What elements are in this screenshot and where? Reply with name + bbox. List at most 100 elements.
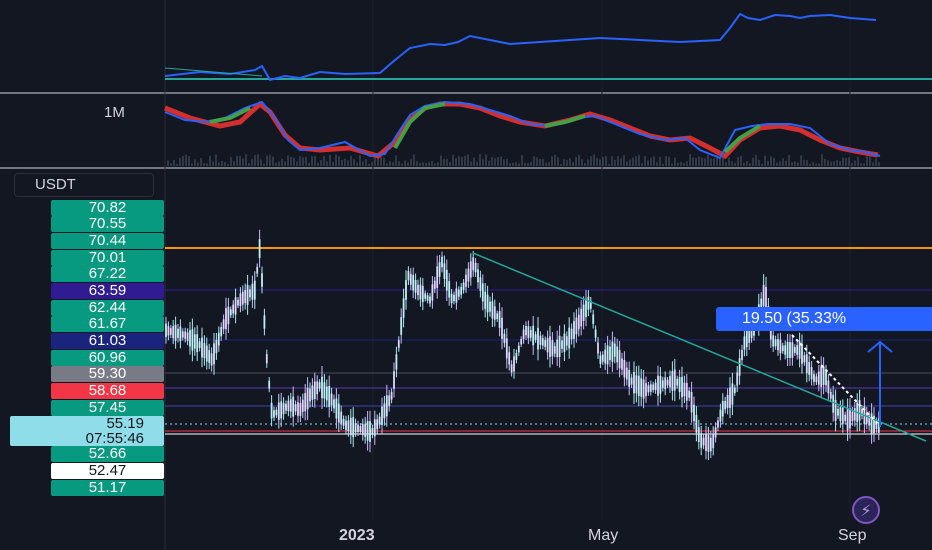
candle-body bbox=[685, 382, 688, 401]
candle-body bbox=[321, 376, 323, 399]
candle-body bbox=[743, 336, 746, 350]
oscillator-green-segments bbox=[393, 102, 446, 149]
candle-body bbox=[630, 377, 633, 385]
candle-body bbox=[693, 404, 695, 422]
candle-body bbox=[654, 382, 657, 391]
candle-body bbox=[645, 383, 647, 397]
candle-body bbox=[705, 434, 707, 451]
candle-body bbox=[213, 343, 215, 365]
oscillator-main-line bbox=[164, 100, 881, 160]
candle-body bbox=[217, 332, 220, 346]
candle-body bbox=[798, 341, 801, 359]
candle-body bbox=[777, 339, 779, 351]
candle-body bbox=[613, 343, 616, 357]
currency-scale-button[interactable]: USDT bbox=[14, 173, 154, 197]
candle-body bbox=[388, 395, 391, 407]
candle-body bbox=[414, 279, 417, 293]
candle-body bbox=[700, 433, 703, 448]
candle-body bbox=[340, 411, 343, 424]
candle-body bbox=[681, 376, 683, 398]
oscillator-green-segments bbox=[209, 106, 251, 124]
candle-body bbox=[496, 313, 499, 320]
candle-body bbox=[594, 329, 597, 338]
candle-body bbox=[813, 374, 815, 382]
candle-body bbox=[469, 261, 472, 278]
candle-body bbox=[450, 293, 453, 304]
candle-body bbox=[652, 384, 655, 390]
trendline-descending[interactable] bbox=[472, 252, 927, 442]
price-axis-tag: 70.55 bbox=[51, 216, 164, 232]
candle-body bbox=[724, 400, 727, 410]
candle-body bbox=[316, 381, 319, 395]
candle-body bbox=[311, 385, 314, 400]
candle-body bbox=[328, 386, 331, 407]
candle-body bbox=[841, 407, 844, 425]
candle-body bbox=[829, 391, 832, 399]
candle-body bbox=[277, 402, 280, 420]
candle-body bbox=[491, 301, 494, 319]
indicator-interval-label: 1M bbox=[104, 104, 125, 121]
candle-body bbox=[383, 403, 386, 419]
candle-body bbox=[325, 386, 328, 401]
candle-body bbox=[402, 298, 405, 318]
candle-body bbox=[779, 339, 782, 354]
candle-body bbox=[750, 328, 753, 339]
candle-body bbox=[304, 393, 307, 412]
candle-body bbox=[570, 328, 573, 340]
candle-body bbox=[457, 289, 460, 297]
candle-body bbox=[345, 420, 347, 430]
candle-body bbox=[875, 421, 878, 429]
candle-body bbox=[306, 387, 309, 410]
candle-body bbox=[565, 336, 568, 346]
oscillator-signal-line bbox=[164, 100, 879, 160]
candle-body bbox=[827, 380, 830, 394]
candle-body bbox=[436, 266, 439, 288]
candle-body bbox=[673, 369, 676, 391]
candle-body bbox=[184, 331, 187, 339]
candle-body bbox=[273, 410, 275, 418]
measure-arrow[interactable] bbox=[867, 340, 893, 427]
candle-body bbox=[167, 326, 170, 336]
candle-body bbox=[385, 395, 388, 417]
candle-body bbox=[877, 418, 880, 433]
candle-body bbox=[666, 379, 669, 386]
candle-body bbox=[419, 284, 422, 300]
price-axis-tag: 52.47 bbox=[51, 463, 164, 479]
candle-body bbox=[285, 403, 287, 411]
lightning-icon[interactable]: ⚡ bbox=[852, 496, 880, 524]
candle-body bbox=[851, 411, 854, 422]
candle-body bbox=[484, 291, 487, 309]
candle-body bbox=[268, 380, 271, 389]
candle-body bbox=[568, 327, 571, 349]
candle-body bbox=[397, 340, 400, 348]
candle-body bbox=[165, 323, 167, 337]
candle-body bbox=[352, 417, 355, 438]
candle-body bbox=[174, 324, 177, 341]
candle-body bbox=[774, 339, 777, 347]
candle-body bbox=[556, 339, 559, 358]
price-axis-tag: 63.59 bbox=[51, 283, 164, 299]
candle-body bbox=[623, 360, 626, 378]
candle-body bbox=[393, 371, 395, 389]
candle-body bbox=[455, 288, 458, 303]
candle-body bbox=[357, 424, 359, 433]
candle-body bbox=[330, 393, 333, 406]
candle-body bbox=[772, 335, 775, 347]
candle-body bbox=[781, 345, 784, 352]
candle-body bbox=[208, 350, 211, 363]
candle-body bbox=[361, 424, 364, 436]
candle-body bbox=[460, 286, 463, 295]
candle-body bbox=[265, 354, 268, 364]
candle-body bbox=[628, 369, 631, 387]
measure-label[interactable]: 19.50 (35.33% bbox=[716, 307, 932, 331]
candle-body bbox=[865, 412, 868, 424]
candle-body bbox=[313, 381, 316, 399]
time-axis-may: May bbox=[588, 527, 619, 544]
candle-body bbox=[405, 280, 407, 300]
candle-body bbox=[647, 385, 650, 393]
candle-body bbox=[825, 371, 827, 386]
candle-body bbox=[498, 311, 501, 328]
candle-body bbox=[582, 304, 585, 322]
candle-body bbox=[366, 420, 369, 441]
